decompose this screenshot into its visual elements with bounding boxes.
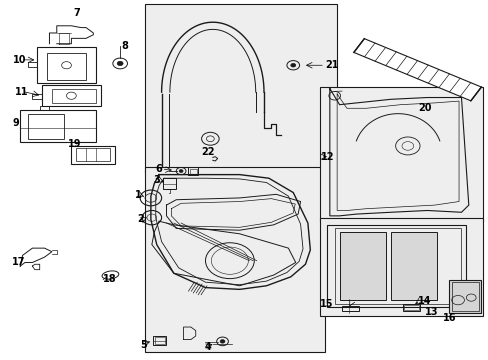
Bar	[144, 4, 336, 173]
Text: 13: 13	[424, 307, 438, 316]
Bar	[42, 85, 101, 107]
Text: 14: 14	[417, 296, 430, 306]
Bar	[402, 304, 419, 311]
Circle shape	[220, 339, 224, 343]
Bar	[76, 148, 110, 161]
Text: 1: 1	[135, 190, 141, 200]
Text: 6: 6	[156, 164, 162, 174]
Bar	[404, 305, 418, 310]
Text: 3: 3	[153, 175, 160, 185]
Bar	[162, 178, 176, 189]
Text: 12: 12	[321, 152, 334, 162]
Circle shape	[290, 63, 295, 67]
Text: 15: 15	[320, 299, 333, 309]
Bar	[189, 168, 196, 174]
Text: 16: 16	[442, 313, 455, 323]
Text: 22: 22	[201, 147, 214, 157]
Text: 2: 2	[137, 215, 143, 224]
Bar	[144, 167, 325, 352]
Bar	[390, 232, 436, 300]
Text: 17: 17	[12, 257, 25, 267]
Circle shape	[117, 61, 123, 66]
Text: 18: 18	[103, 274, 117, 284]
Bar	[71, 146, 115, 164]
Bar	[52, 89, 96, 103]
Text: 10: 10	[13, 55, 26, 65]
Bar	[448, 280, 480, 313]
Bar	[47, 53, 86, 80]
Text: 21: 21	[325, 60, 338, 70]
Circle shape	[179, 170, 183, 172]
Bar	[37, 47, 96, 83]
Bar	[451, 282, 478, 311]
Bar	[339, 232, 385, 300]
Bar	[188, 167, 198, 175]
Bar	[20, 110, 96, 142]
Text: 19: 19	[68, 139, 81, 149]
Bar	[327, 225, 466, 307]
Text: 5: 5	[141, 340, 147, 350]
Bar	[341, 306, 358, 311]
Bar	[320, 218, 483, 316]
Text: 7: 7	[73, 8, 80, 18]
Polygon shape	[353, 39, 480, 101]
Text: 4: 4	[204, 342, 211, 352]
Text: 8: 8	[122, 41, 128, 50]
Bar	[334, 228, 461, 304]
Bar	[153, 336, 166, 345]
Bar	[27, 114, 64, 139]
Text: 9: 9	[13, 118, 20, 128]
Bar	[155, 337, 164, 343]
Text: 11: 11	[15, 87, 29, 97]
Bar	[320, 87, 483, 221]
Text: 20: 20	[417, 103, 431, 113]
